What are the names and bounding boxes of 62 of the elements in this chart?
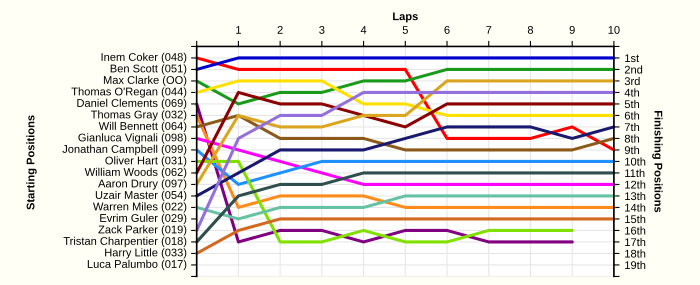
- line-series: [195, 79, 616, 186]
- text: Uzair Master (054): [96, 190, 186, 202]
- y-tick-label: 15th: [625, 214, 646, 224]
- y-tick-label: 18th: [625, 249, 646, 258]
- text: Zack Parker (019): [98, 225, 186, 236]
- x-tick-label: 8: [528, 26, 534, 34]
- line-series: [195, 171, 616, 244]
- line-series: [195, 90, 616, 232]
- line-series: [195, 68, 616, 106]
- text: Aaron Drury (097): [98, 179, 186, 190]
- text: Warren Miles (022): [92, 202, 186, 213]
- x-axis-title: Laps: [393, 12, 418, 22]
- y-tick-label: 6th: [624, 111, 640, 120]
- y-tick-label: 16th: [625, 226, 646, 235]
- text: Thomas O'Regan (044): [71, 87, 186, 98]
- text: Inem Coker (048): [102, 52, 186, 64]
- text: Luca Palumbo (017): [88, 260, 186, 270]
- line-series: [195, 136, 616, 186]
- y-tick-label: 2nd: [624, 65, 642, 74]
- text: Starting Positions: [26, 115, 37, 210]
- y-tick-label: 1st: [625, 54, 640, 62]
- x-tick-label: 5: [402, 26, 408, 34]
- line-series: [195, 125, 616, 198]
- text: Oliver Hart (031): [105, 156, 186, 167]
- y-tick-label: 3rd: [624, 76, 640, 86]
- y-tick-label: 11th: [625, 168, 644, 178]
- text: Tristan Charpentier (018): [64, 236, 186, 248]
- text: Evrim Guler (029): [100, 214, 186, 224]
- line-series: [195, 79, 616, 117]
- text: Daniel Clements (069): [77, 98, 186, 110]
- text: Jonathan Campbell (099): [62, 144, 186, 156]
- y-tick-label: 17th: [625, 238, 646, 246]
- line-series: [195, 148, 616, 186]
- text: Ben Scott (051): [110, 64, 186, 75]
- text: Harry Little (033): [105, 248, 186, 259]
- y-tick-label: 7th: [624, 122, 640, 132]
- x-tick-label: 10: [608, 26, 620, 34]
- x-tick-label: 4: [360, 26, 366, 34]
- line-series: [195, 90, 616, 174]
- y-tick-label: 9th: [624, 146, 640, 154]
- y-tick-label: 10th: [625, 157, 646, 166]
- text: William Woods (062): [84, 168, 186, 178]
- text: Will Bennett (064): [98, 122, 186, 132]
- text: Max Clarke (OO): [104, 76, 186, 86]
- y-tick-label: 19th: [625, 260, 646, 270]
- line-series: [195, 56, 616, 152]
- x-tick-label: 2: [278, 26, 283, 34]
- x-tick-label: 1: [236, 26, 241, 34]
- y-tick-label: 5th: [624, 100, 640, 108]
- line-series: [195, 114, 616, 152]
- x-tick-label: 3: [319, 26, 324, 34]
- y-tick-label: 8th: [624, 134, 640, 143]
- y-tick-label: 12th: [625, 180, 646, 189]
- y-tick-label: 4th: [624, 88, 640, 97]
- x-tick-label: 6: [444, 26, 450, 34]
- y-tick-label: 14th: [625, 203, 646, 212]
- y-tick-label: 13th: [625, 192, 646, 200]
- text: Thomas Gray (032): [90, 110, 186, 121]
- x-tick-label: 7: [486, 26, 492, 34]
- text: Gianluca Vignali (098): [78, 133, 186, 144]
- y-axis-title: Finishing Positions: [652, 110, 663, 212]
- x-tick-label: 9: [570, 26, 575, 34]
